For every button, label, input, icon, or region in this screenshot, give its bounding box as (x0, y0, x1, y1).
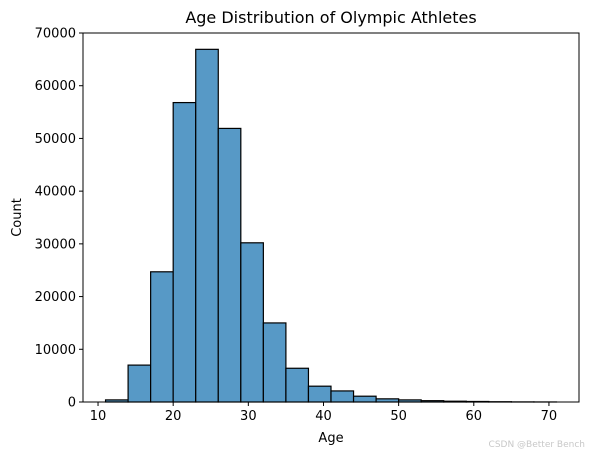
y-tick-label: 70000 (35, 27, 76, 42)
x-axis-label: Age (318, 431, 343, 446)
y-tick-label: 30000 (35, 237, 76, 252)
y-tick-label: 40000 (35, 185, 76, 200)
x-tick-label: 10 (90, 409, 107, 424)
x-tick-label: 70 (541, 409, 558, 424)
y-axis: 0 10000 20000 30000 40000 50000 60000 70000 (35, 27, 83, 411)
histogram-bar (352, 395, 377, 403)
histogram-bar (217, 127, 242, 403)
watermark: CSDN @Better Bench (489, 440, 585, 450)
y-tick-label: 60000 (35, 79, 76, 94)
chart-title: Age Distribution of Olympic Athletes (185, 8, 476, 27)
histogram-bar (307, 385, 332, 403)
histogram-bar (240, 242, 264, 403)
x-tick-label: 30 (240, 409, 257, 424)
histogram-bar (172, 101, 197, 403)
histogram-bar (262, 322, 287, 403)
x-tick-label: 40 (315, 409, 332, 424)
plot-frame (82, 32, 580, 403)
y-tick-label: 0 (68, 396, 76, 411)
y-tick-label: 10000 (35, 343, 76, 358)
histogram-bar (330, 390, 355, 403)
x-axis: 10 20 30 40 50 60 70 (90, 402, 557, 424)
y-tick-label: 50000 (35, 132, 76, 147)
y-tick-label: 20000 (35, 290, 76, 305)
histogram-bar (150, 271, 174, 403)
bars-group (104, 48, 558, 403)
x-tick-label: 50 (390, 409, 407, 424)
x-tick-label: 60 (466, 409, 483, 424)
histogram-bar (127, 364, 152, 403)
histogram-bar (195, 48, 219, 403)
y-axis-label: Count (10, 198, 25, 237)
histogram-bar (285, 367, 310, 403)
x-tick-label: 20 (165, 409, 182, 424)
